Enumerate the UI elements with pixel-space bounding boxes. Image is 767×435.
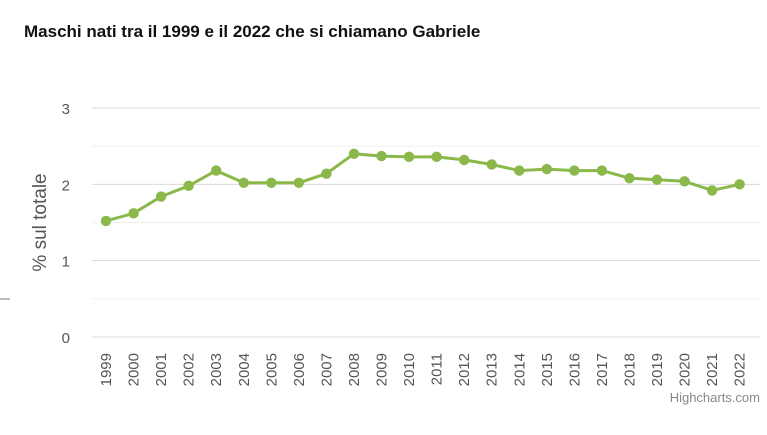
x-tick-label: 2002 (181, 353, 198, 386)
data-point[interactable] (486, 159, 497, 170)
y-axis-title: % sul totale (30, 173, 51, 271)
data-point[interactable] (596, 165, 608, 176)
chart-title: Maschi nati tra il 1999 e il 2022 che si… (24, 22, 481, 41)
data-point[interactable] (266, 177, 277, 189)
x-tick-label: 2022 (732, 353, 749, 386)
x-tick-label: 2005 (263, 353, 280, 386)
x-tick-label: 2020 (677, 353, 694, 386)
data-point[interactable] (211, 165, 222, 176)
data-point[interactable] (706, 185, 718, 196)
data-point[interactable] (238, 177, 249, 189)
data-point[interactable] (403, 151, 415, 163)
x-tick-label: 2014 (511, 353, 528, 386)
data-point[interactable] (734, 179, 745, 190)
data-point[interactable] (458, 154, 470, 166)
data-point[interactable] (128, 208, 139, 219)
x-tick-label: 2017 (594, 353, 611, 386)
credits-link[interactable]: Highcharts.com (670, 390, 760, 405)
y-tick-label: 2 (62, 177, 70, 194)
x-tick-label: 2004 (236, 353, 253, 386)
x-tick-label: 2012 (456, 353, 473, 386)
data-point[interactable] (541, 163, 552, 175)
x-tick-label: 2011 (429, 353, 446, 385)
data-point[interactable] (624, 173, 635, 184)
x-tick-label: 2015 (539, 353, 556, 386)
data-point[interactable] (348, 148, 360, 159)
data-point[interactable] (679, 176, 690, 187)
y-tick-label: 3 (62, 101, 70, 118)
x-tick-label: 2007 (318, 353, 335, 386)
x-tick-label: 2001 (153, 353, 170, 386)
left-edge-mark (0, 298, 10, 300)
data-point[interactable] (183, 180, 194, 192)
x-tick-label: 2016 (566, 353, 583, 386)
x-tick-label: 2008 (346, 353, 363, 386)
data-point[interactable] (569, 165, 580, 176)
x-tick-label: 2006 (291, 353, 308, 386)
x-tick-label: 2000 (126, 353, 143, 386)
x-tick-label: 1999 (98, 353, 115, 386)
y-tick-label: 1 (62, 254, 70, 271)
x-tick-label: 2021 (704, 353, 721, 386)
x-tick-label: 2018 (621, 353, 638, 386)
x-tick-label: 2013 (484, 353, 501, 386)
data-point[interactable] (293, 177, 305, 189)
data-point[interactable] (431, 151, 442, 163)
x-tick-label: 2003 (208, 353, 225, 386)
data-point[interactable] (376, 150, 387, 162)
data-point[interactable] (321, 168, 332, 179)
data-point[interactable] (651, 174, 663, 185)
series-line (104, 152, 742, 223)
y-tick-label: 0 (62, 330, 70, 347)
data-point[interactable] (155, 191, 167, 202)
x-tick-label: 2019 (649, 353, 666, 386)
x-tick-label: 2010 (401, 353, 418, 386)
x-tick-label: 2009 (374, 353, 391, 386)
data-point[interactable] (100, 215, 112, 227)
data-point[interactable] (514, 165, 525, 176)
